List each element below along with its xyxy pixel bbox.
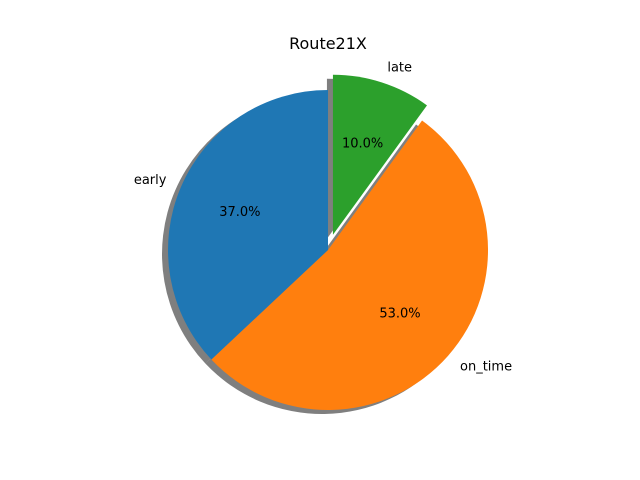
slice-layer xyxy=(168,74,489,411)
pie-slice-early xyxy=(168,90,328,360)
percent-label-early: 37.0% xyxy=(219,205,260,220)
percent-label-on-time: 53.0% xyxy=(379,306,420,321)
slice-label-late: late xyxy=(387,60,412,75)
chart-title: Route21X xyxy=(289,34,367,53)
percent-label-late: 10.0% xyxy=(342,136,383,151)
label-layer: late 10.0% on_time 53.0% early 37.0% xyxy=(134,60,512,374)
slice-label-early: early xyxy=(134,173,167,188)
pie-slice-on-time xyxy=(211,120,489,411)
pie-slice-late xyxy=(332,74,427,235)
slice-label-on-time: on_time xyxy=(460,359,512,374)
